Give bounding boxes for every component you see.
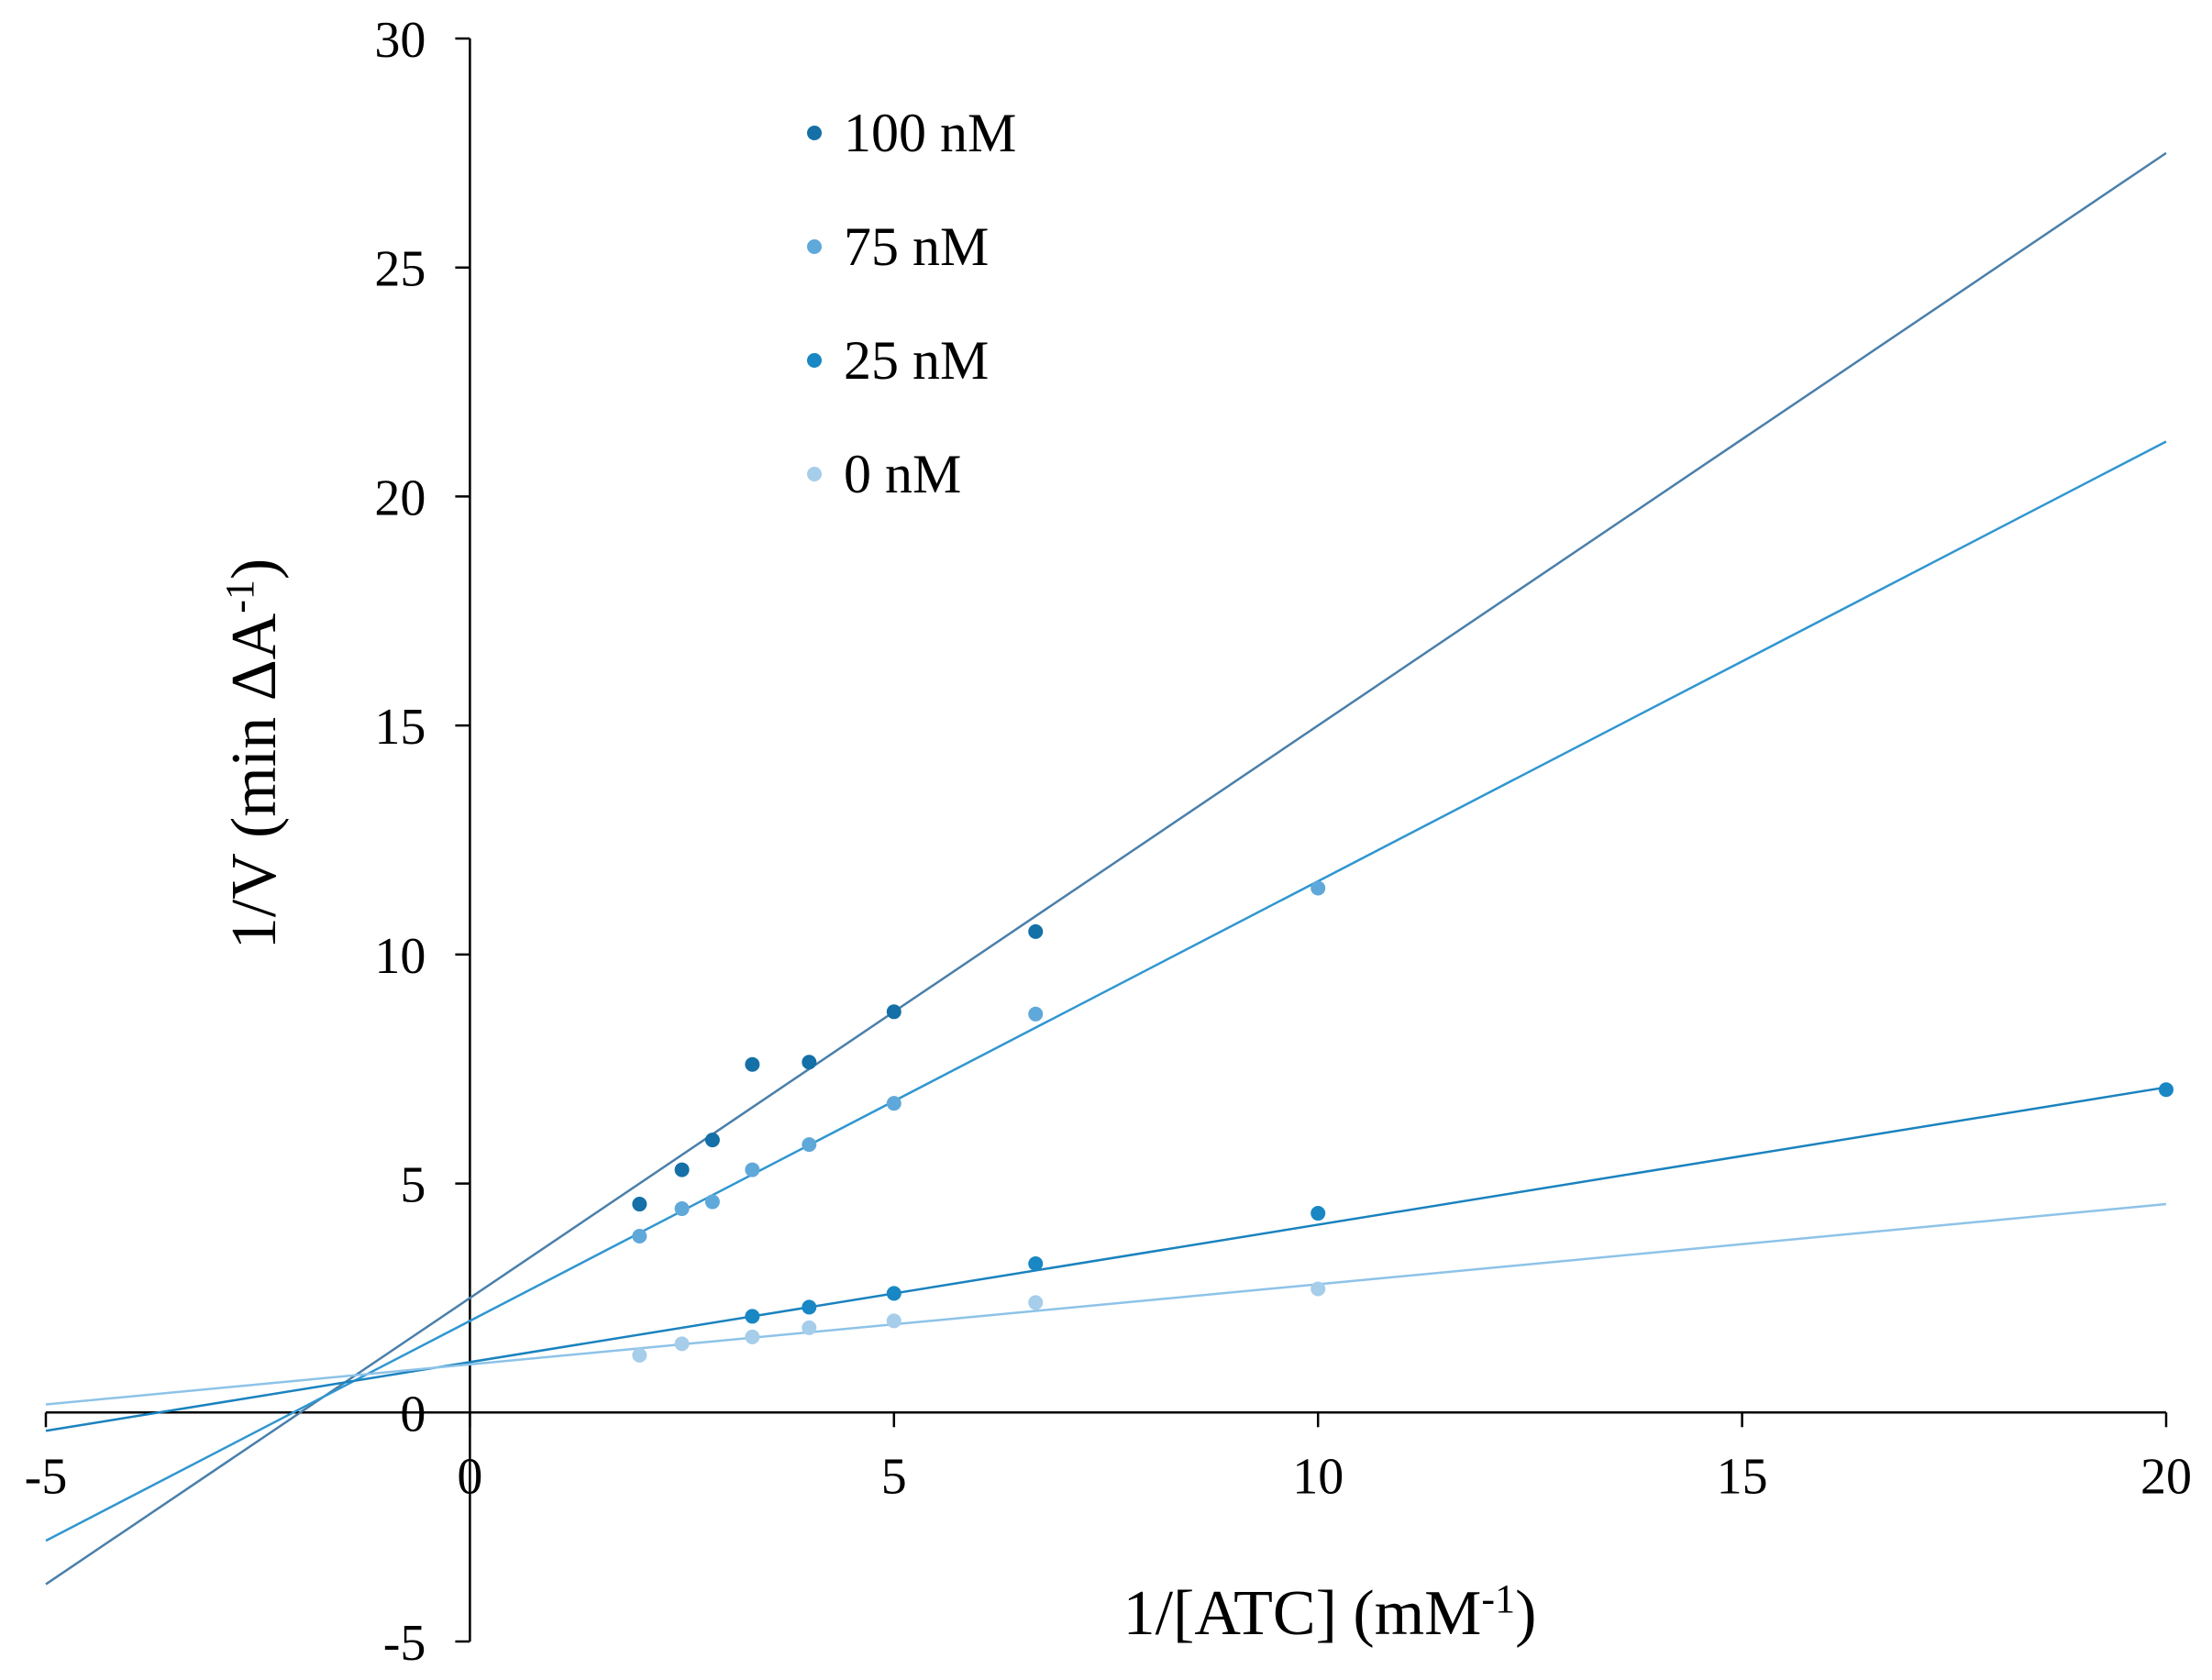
x-tick-label: -5 — [25, 1448, 68, 1505]
data-point-25-nm — [802, 1299, 817, 1315]
data-point-100-nm — [745, 1056, 760, 1072]
y-tick-label: 25 — [374, 241, 426, 298]
data-point-75-nm — [886, 1096, 901, 1111]
data-point-75-nm — [745, 1162, 760, 1177]
data-point-0-nm — [802, 1320, 817, 1335]
y-tick-label: 30 — [374, 12, 426, 69]
data-point-0-nm — [674, 1336, 690, 1352]
data-point-100-nm — [886, 1004, 901, 1020]
x-axis-title: 1/[ATC] (mM-1) — [1123, 1576, 1537, 1650]
x-tick-label: 20 — [2140, 1448, 2192, 1505]
data-point-75-nm — [802, 1137, 817, 1153]
y-tick-label: 15 — [374, 699, 426, 756]
data-point-0-nm — [745, 1329, 760, 1344]
data-point-100-nm — [632, 1197, 647, 1212]
data-point-0-nm — [886, 1313, 901, 1329]
legend-marker — [807, 239, 822, 254]
axes — [44, 37, 2168, 1643]
data-point-100-nm — [674, 1162, 690, 1177]
data-point-75-nm — [1311, 880, 1326, 896]
data-point-75-nm — [704, 1194, 720, 1210]
data-point-100-nm — [704, 1133, 720, 1148]
data-point-75-nm — [1028, 1006, 1044, 1022]
data-points — [632, 880, 2173, 1363]
legend-marker — [807, 126, 822, 140]
fit-lines — [45, 151, 2167, 1586]
legend-label: 25 nM — [844, 330, 989, 391]
data-point-25-nm — [745, 1309, 760, 1324]
data-point-25-nm — [1311, 1206, 1326, 1221]
data-point-75-nm — [674, 1201, 690, 1217]
y-tick-label: 5 — [400, 1157, 426, 1214]
tick-labels: -5 0 5 10 15 20 -5 0 5 10 15 20 25 30 — [25, 12, 2192, 1672]
data-point-0-nm — [1028, 1295, 1044, 1310]
x-tick-label: 5 — [881, 1448, 907, 1505]
x-tick-label: 0 — [457, 1448, 482, 1505]
legend-marker — [807, 353, 822, 368]
y-tick-label: 20 — [374, 470, 426, 526]
fit-line-0-nm — [45, 1202, 2167, 1406]
legend: 100 nM 75 nM 25 nM 0 nM — [807, 103, 1016, 504]
y-axis-title: 1/V (min ΔA-1) — [217, 558, 291, 949]
y-tick-label: 10 — [374, 928, 426, 985]
data-point-0-nm — [1311, 1281, 1326, 1297]
y-tick-label: -5 — [383, 1615, 426, 1672]
x-tick-label: 15 — [1717, 1448, 1768, 1505]
data-point-100-nm — [1028, 923, 1044, 939]
data-point-25-nm — [1028, 1255, 1044, 1271]
fit-line-25-nm — [45, 1086, 2167, 1432]
legend-label: 75 nM — [844, 216, 989, 277]
x-tick-label: 10 — [1292, 1448, 1344, 1505]
y-tick-label: 0 — [400, 1386, 426, 1442]
data-point-0-nm — [632, 1347, 647, 1363]
fit-line-100-nm — [45, 151, 2167, 1586]
data-point-25-nm — [886, 1286, 901, 1301]
legend-label: 100 nM — [844, 103, 1016, 163]
legend-label: 0 nM — [844, 444, 961, 504]
data-point-100-nm — [802, 1055, 817, 1070]
data-point-75-nm — [632, 1229, 647, 1244]
fit-line-75-nm — [45, 440, 2167, 1542]
legend-marker — [807, 467, 822, 481]
data-point-25-nm — [2159, 1082, 2173, 1098]
